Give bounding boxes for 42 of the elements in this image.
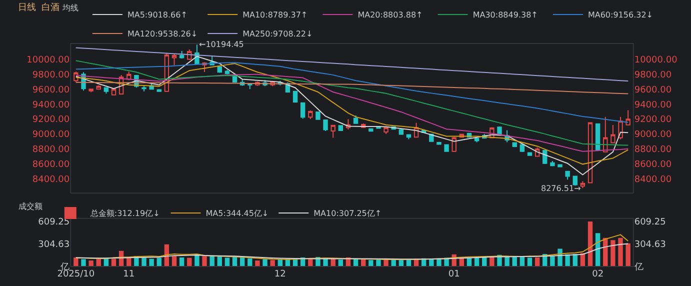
y2-tick-label: 304.63 xyxy=(634,240,666,250)
legend-label: MA30:8849.38↑ xyxy=(472,10,538,20)
y-tick-label: 609.25 xyxy=(38,218,70,228)
legend-label: MA120:9538.26↓ xyxy=(127,30,198,39)
y-tick-label: 9600.00 xyxy=(32,85,70,96)
x-tick-label: 12 xyxy=(274,270,286,280)
y-tick-label: 8400.00 xyxy=(32,175,70,186)
legend-label: MA20:8803.88↑ xyxy=(358,10,423,20)
legend-label: MA60:9156.32↓ xyxy=(588,10,654,20)
y2-tick-label: 10000.00 xyxy=(634,55,678,66)
y-tick-label: 8600.00 xyxy=(32,160,70,170)
legend-label: MA250:9708.22↓ xyxy=(242,30,313,39)
legend-title: 成交额 xyxy=(18,202,42,211)
annotation: 8276.51→ xyxy=(541,184,582,193)
y2-tick-label: 亿 xyxy=(633,262,644,273)
y-tick-label: 8800.00 xyxy=(32,145,70,156)
legend-label: MA10:307.25亿↑ xyxy=(314,209,382,218)
y2-tick-label: 609.25 xyxy=(634,218,666,228)
y-tick-label: 9400.00 xyxy=(32,100,70,110)
y-tick-label: 9800.00 xyxy=(32,70,70,80)
legend-label: MA10:8789.37↑ xyxy=(242,10,308,20)
y-tick-label: 9200.00 xyxy=(32,115,70,126)
y2-tick-label: 8400.00 xyxy=(634,175,672,186)
y2-tick-label: 8800.00 xyxy=(634,145,672,156)
x-tick-label: 02 xyxy=(592,270,604,280)
x-tick-label: 01 xyxy=(448,270,460,280)
y2-tick-label: 9400.00 xyxy=(634,100,672,110)
y-tick-label: 10000.00 xyxy=(26,55,70,66)
legend-label: MA5:9018.66↑ xyxy=(127,10,188,20)
y-tick-label: 9000.00 xyxy=(32,130,70,140)
y2-tick-label: 9200.00 xyxy=(634,115,672,126)
legend-label: 总金额:312.19亿↓ xyxy=(89,209,160,218)
y2-tick-label: 9000.00 xyxy=(634,130,672,140)
y2-tick-label: 8600.00 xyxy=(634,160,672,170)
y-tick-label: 304.63 xyxy=(38,240,70,250)
legend-title: 均线 xyxy=(61,3,78,12)
chart-title: 日线 白酒 xyxy=(18,2,60,13)
x-tick-label: 11 xyxy=(123,270,135,280)
y2-tick-label: 9800.00 xyxy=(634,70,672,80)
legend-label: MA5:344.45亿↓ xyxy=(206,209,269,218)
annotation: ←10194.45 xyxy=(199,40,244,49)
y2-tick-label: 9600.00 xyxy=(634,85,672,96)
